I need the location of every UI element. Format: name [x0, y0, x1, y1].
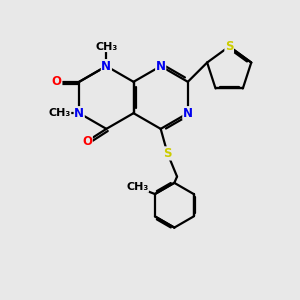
Text: CH₃: CH₃ — [126, 182, 148, 192]
Text: CH₃: CH₃ — [95, 41, 118, 52]
Text: N: N — [183, 107, 193, 120]
Text: S: S — [225, 40, 233, 53]
Text: N: N — [156, 60, 166, 73]
Text: O: O — [82, 135, 92, 148]
Text: CH₃: CH₃ — [48, 108, 71, 118]
Text: N: N — [101, 60, 111, 73]
Text: S: S — [163, 147, 172, 160]
Text: N: N — [74, 107, 84, 120]
Text: O: O — [52, 75, 62, 88]
